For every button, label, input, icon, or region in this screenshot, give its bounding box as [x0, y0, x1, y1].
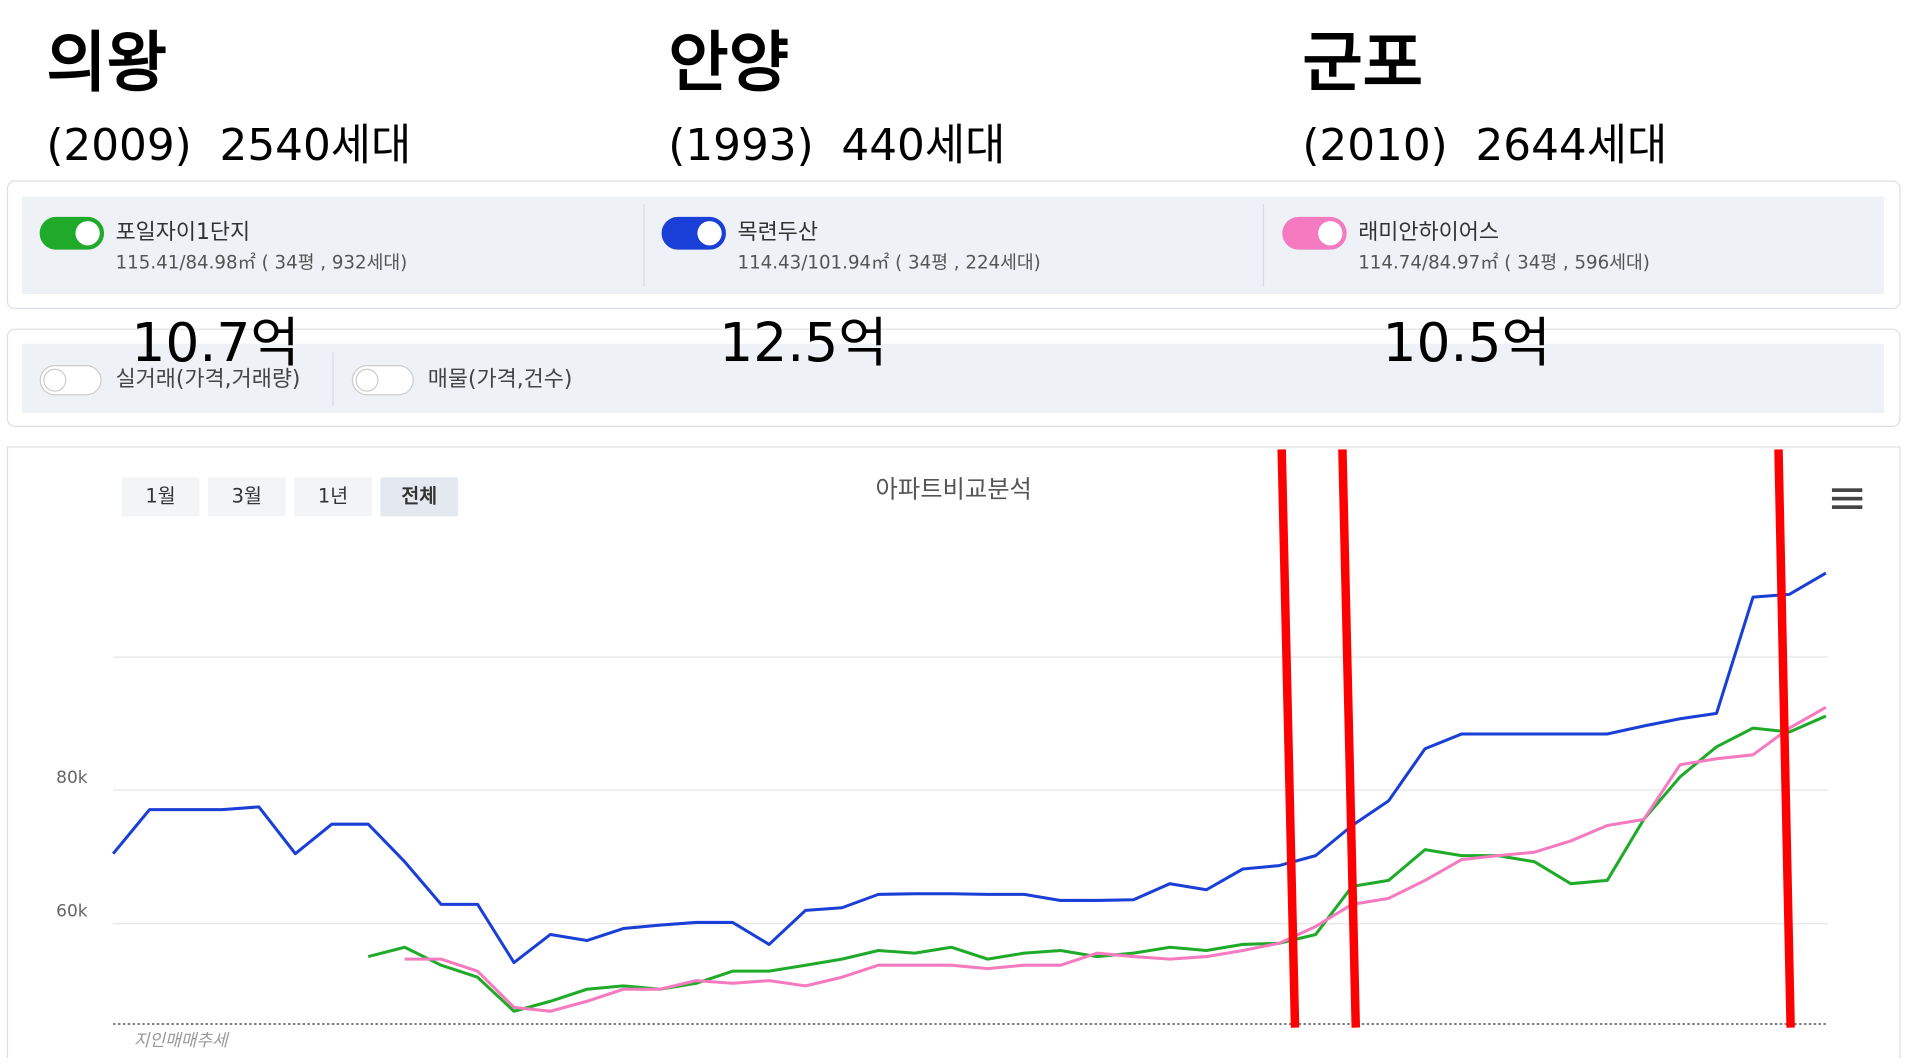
y-tick-label: 60k — [56, 902, 88, 922]
price-note: 12.5억 — [719, 311, 887, 374]
complex-name: 목련두산 — [737, 220, 817, 245]
range-button-label: 3월 — [232, 484, 262, 507]
region-name: 의왕 — [46, 25, 167, 101]
price-note: 10.7억 — [131, 311, 299, 374]
range-button-label: 1년 — [318, 484, 348, 507]
toggle-knob — [355, 368, 379, 392]
menu-bar — [1831, 488, 1863, 492]
chart-panel — [6, 446, 1901, 1062]
toggle-knob — [43, 368, 67, 392]
region-name: 군포 — [1302, 25, 1423, 101]
complex-name: 포일자이1단지 — [116, 220, 251, 245]
toggle-knob — [697, 221, 722, 246]
series-line — [111, 571, 1827, 965]
menu-bar — [1831, 496, 1863, 501]
range-button[interactable] — [294, 477, 372, 517]
complex-detail: 114.74/84.97㎡ ( 34평 , 596세대) — [1358, 252, 1650, 274]
filter-panel-inner — [22, 343, 1885, 413]
toggle-knob — [1318, 221, 1343, 246]
range-button-label: 전체 — [401, 484, 437, 507]
price-note: 10.5억 — [1383, 311, 1551, 374]
menu-icon[interactable] — [1831, 488, 1863, 509]
menu-bar — [1831, 505, 1863, 509]
watermark: 지인매매추세 — [134, 1031, 230, 1051]
series-line — [404, 705, 1827, 1013]
region-name: 안양 — [668, 25, 789, 101]
range-button[interactable] — [207, 477, 286, 517]
series-line — [367, 714, 1827, 1013]
chart-title: 아파트비교분석 — [876, 475, 1032, 504]
range-button-label: 1월 — [145, 484, 175, 507]
region-info: (1993) 440세대 — [668, 120, 1005, 171]
region-info: (2009) 2540세대 — [46, 120, 411, 171]
annotation-line — [1338, 449, 1361, 1028]
annotation-line — [1774, 449, 1795, 1028]
annotation-line — [1277, 449, 1300, 1028]
range-button[interactable] — [121, 477, 200, 517]
complex-panel-inner — [22, 196, 1885, 294]
complex-name: 래미안하이어스 — [1358, 220, 1499, 245]
filter-label: 매물(가격,건수) — [428, 367, 573, 392]
y-tick-label: 80k — [56, 768, 88, 788]
range-button[interactable] — [380, 477, 459, 517]
region-info: (2010) 2644세대 — [1302, 120, 1667, 171]
complex-detail: 115.41/84.98㎡ ( 34평 , 932세대) — [116, 252, 408, 274]
complex-detail: 114.43/101.94㎡ ( 34평 , 224세대) — [737, 252, 1040, 274]
toggle-knob — [75, 221, 100, 246]
filter-label: 실거래(가격,거래량) — [116, 367, 301, 392]
